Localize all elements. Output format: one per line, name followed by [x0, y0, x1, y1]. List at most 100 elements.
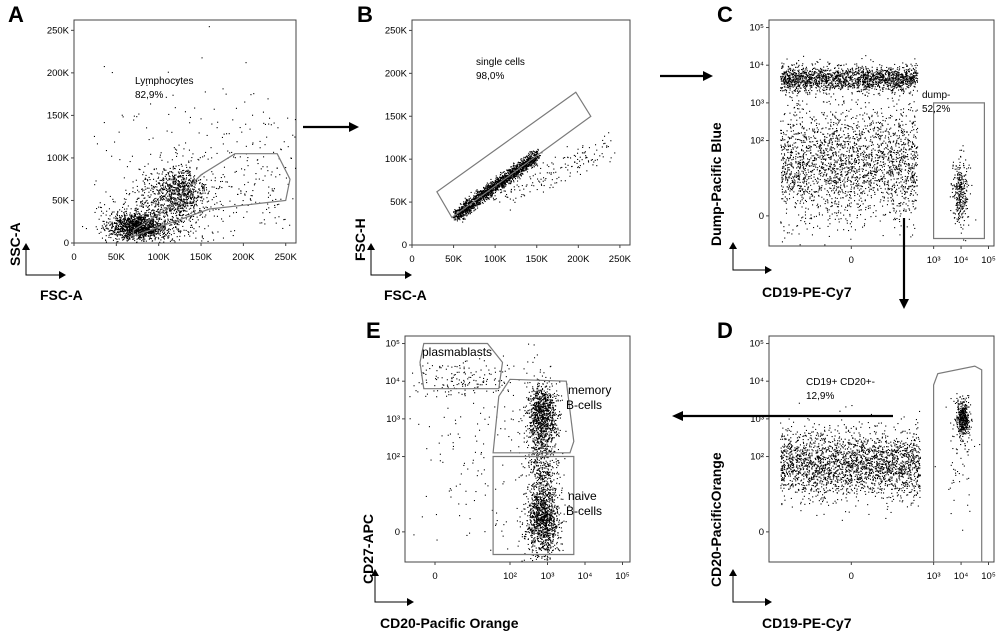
event-point [182, 225, 184, 227]
event-point [123, 214, 125, 216]
event-point [191, 215, 193, 217]
event-point [468, 208, 470, 210]
event-point [149, 196, 151, 198]
event-point [145, 200, 147, 202]
event-point [554, 156, 556, 158]
event-point [151, 223, 153, 225]
event-point [112, 198, 114, 200]
event-point [120, 219, 122, 221]
event-point [171, 192, 173, 194]
event-point [500, 185, 502, 187]
event-point [604, 142, 606, 144]
event-point [498, 181, 500, 183]
event-point [171, 197, 173, 199]
event-point [528, 164, 530, 166]
event-point [463, 208, 465, 210]
event-point [195, 222, 197, 224]
event-point [169, 167, 171, 169]
event-point [204, 91, 206, 93]
event-point [513, 180, 515, 182]
event-point [172, 205, 174, 207]
event-point [124, 223, 126, 225]
event-point [141, 188, 143, 190]
event-point [284, 218, 286, 220]
event-point [135, 232, 137, 234]
event-point [144, 178, 146, 180]
event-point [180, 175, 182, 177]
event-point [518, 171, 520, 173]
event-point [500, 173, 502, 175]
event-point [902, 87, 904, 89]
event-point [224, 176, 226, 178]
event-point [509, 209, 511, 211]
event-point [170, 185, 172, 187]
event-point [196, 167, 198, 169]
event-point [495, 179, 497, 181]
event-point [132, 191, 134, 193]
event-point [492, 184, 494, 186]
event-point [114, 229, 116, 231]
event-point [581, 152, 583, 154]
event-point [468, 202, 470, 204]
event-point [172, 168, 174, 170]
event-point [542, 162, 544, 164]
event-point [473, 210, 475, 212]
event-point [132, 233, 134, 235]
event-point [500, 189, 502, 191]
event-point [161, 187, 163, 189]
event-point [140, 217, 142, 219]
event-point [179, 235, 181, 237]
event-point [169, 196, 171, 198]
event-point [536, 152, 538, 154]
event-point [139, 213, 141, 215]
event-point [235, 170, 237, 172]
event-point [136, 185, 138, 187]
event-point [172, 172, 174, 174]
event-point [188, 202, 190, 204]
event-point [201, 235, 203, 237]
event-point [181, 175, 183, 177]
event-point [197, 195, 199, 197]
event-point [270, 174, 272, 176]
event-point [134, 215, 136, 217]
event-point [182, 204, 184, 206]
event-point [182, 201, 184, 203]
event-point [153, 224, 155, 226]
event-point [96, 143, 98, 145]
event-point [139, 238, 141, 240]
event-point [273, 151, 275, 153]
event-point [506, 169, 508, 171]
event-point [144, 165, 146, 167]
event-point [212, 209, 214, 211]
event-point [148, 224, 150, 226]
event-point [179, 201, 181, 203]
event-point [156, 231, 158, 233]
event-point [124, 201, 126, 203]
event-point [263, 219, 265, 221]
event-point [169, 187, 171, 189]
event-point [106, 227, 108, 229]
event-point [123, 231, 125, 233]
event-point [119, 228, 121, 230]
event-point [159, 196, 161, 198]
event-point [173, 176, 175, 178]
panel-b-events [452, 132, 616, 223]
event-point [212, 173, 214, 175]
event-point [135, 224, 137, 226]
event-point [478, 196, 480, 198]
event-point [173, 177, 175, 179]
event-point [522, 160, 524, 162]
event-point [156, 189, 158, 191]
event-point [469, 213, 471, 215]
event-point [147, 202, 149, 204]
event-point [489, 186, 491, 188]
event-point [139, 221, 141, 223]
event-point [105, 240, 107, 242]
event-point [174, 193, 176, 195]
event-point [146, 219, 148, 221]
event-point [536, 153, 538, 155]
event-point [495, 182, 497, 184]
event-point [465, 204, 467, 206]
event-point [178, 173, 180, 175]
event-point [475, 205, 477, 207]
